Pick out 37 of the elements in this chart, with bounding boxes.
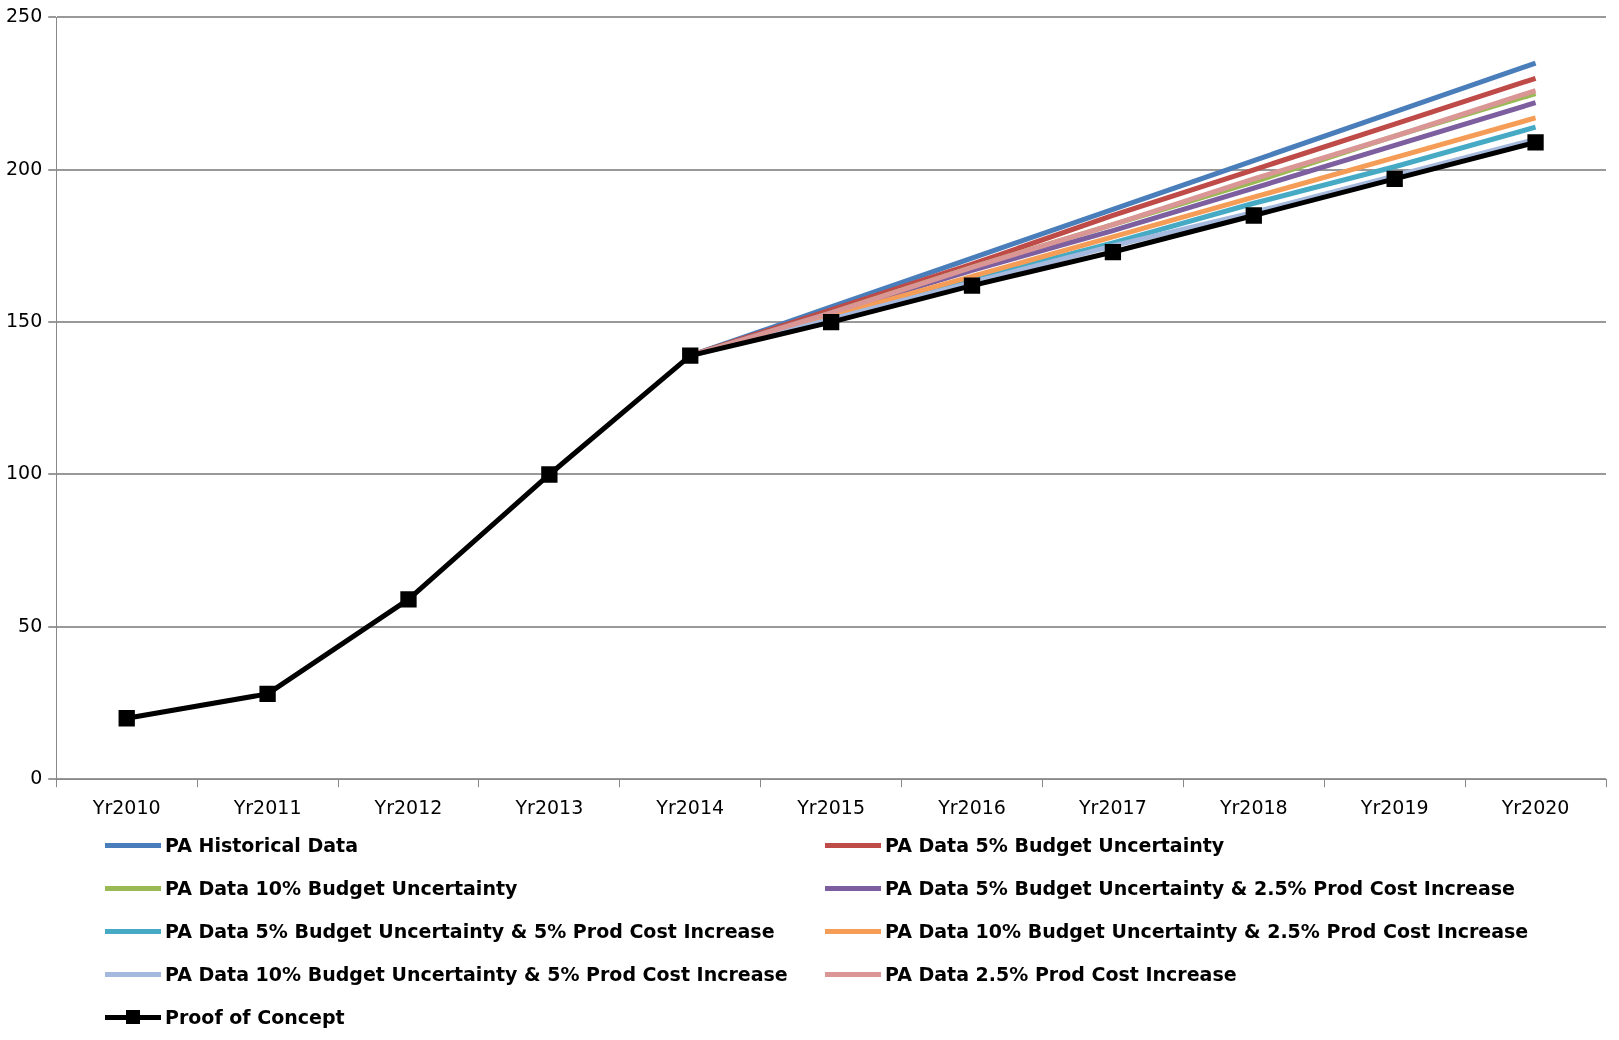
y-tick-label: 250 (6, 4, 43, 27)
x-tick-label: Yr2011 (232, 795, 302, 818)
x-tick-label: Yr2015 (796, 795, 866, 818)
y-tick-label: 50 (18, 613, 43, 636)
x-tick-label: Yr2019 (1359, 795, 1429, 818)
legend-label: PA Data 10% Budget Uncertainty & 5% Prod Cost Increase (165, 963, 788, 985)
legend-label: PA Data 5% Budget Uncertainty (885, 834, 1225, 856)
x-tick-label: Yr2020 (1500, 795, 1570, 818)
legend-label: PA Historical Data (165, 834, 358, 856)
legend-label: PA Data 10% Budget Uncertainty & 2.5% Prod Cost Increase (885, 920, 1529, 942)
y-tick-label: 0 (30, 766, 43, 789)
point (682, 347, 699, 364)
point (822, 313, 840, 331)
y-tick-label: 150 (6, 309, 43, 332)
point (541, 466, 558, 483)
point (400, 591, 417, 608)
x-tick-label: Yr2017 (1078, 795, 1147, 818)
legend-label: PA Data 5% Budget Uncertainty & 2.5% Prod Cost Increase (885, 877, 1515, 899)
x-tick-label: Yr2016 (937, 795, 1006, 818)
point (963, 277, 981, 294)
y-tick-label: 200 (6, 156, 43, 179)
point (1104, 243, 1122, 261)
legend-label: Proof of Concept (165, 1006, 345, 1028)
point (1245, 207, 1262, 224)
x-tick-label: Yr2018 (1218, 795, 1288, 818)
point (1527, 134, 1544, 151)
y-tick-label: 100 (6, 461, 43, 484)
x-tick-label: Yr2010 (91, 795, 161, 818)
x-tick-label: Yr2014 (655, 795, 725, 818)
legend-label: PA Data 2.5% Prod Cost Increase (885, 963, 1237, 985)
point (1386, 170, 1403, 188)
x-tick-label: Yr2013 (514, 795, 584, 818)
point (118, 710, 135, 727)
legend-label: PA Data 5% Budget Uncertainty & 5% Prod Cost Increase (165, 920, 775, 942)
legend-label: PA Data 10% Budget Uncertainty (165, 877, 518, 899)
point (259, 685, 276, 703)
x-tick-label: Yr2012 (373, 795, 443, 818)
